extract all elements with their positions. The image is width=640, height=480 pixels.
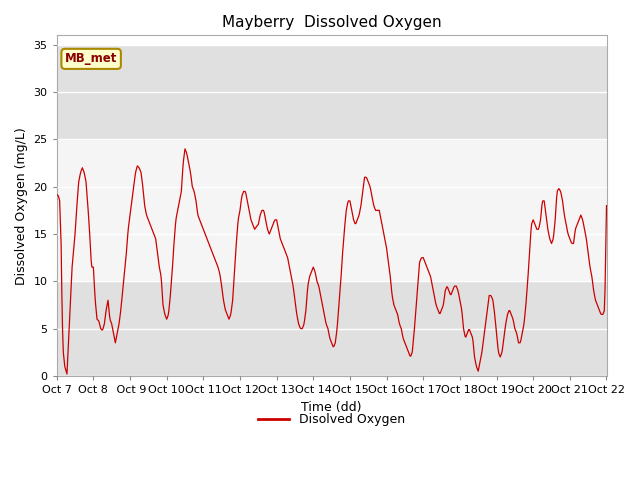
Bar [57, 281, 607, 376]
Bar [57, 139, 607, 281]
Text: MB_met: MB_met [65, 52, 117, 65]
Bar [57, 45, 607, 139]
Title: Mayberry  Dissolved Oxygen: Mayberry Dissolved Oxygen [222, 15, 442, 30]
X-axis label: Time (dd): Time (dd) [301, 400, 362, 413]
Legend: Disolved Oxygen: Disolved Oxygen [253, 408, 410, 431]
Y-axis label: Dissolved Oxygen (mg/L): Dissolved Oxygen (mg/L) [15, 127, 28, 285]
